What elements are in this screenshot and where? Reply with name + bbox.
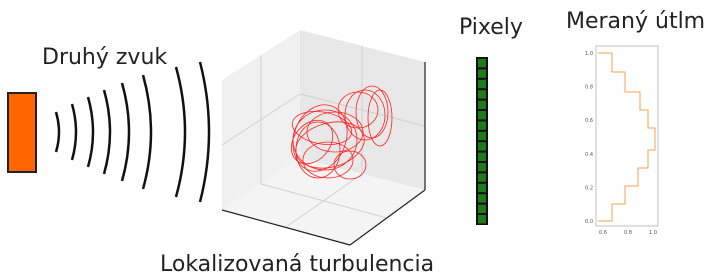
- pixel: [478, 163, 486, 171]
- pixel: [478, 121, 486, 129]
- pixel: [478, 173, 486, 181]
- pixel: [478, 80, 486, 88]
- pixel: [478, 132, 486, 140]
- pixel: [478, 153, 486, 161]
- pixel: [478, 184, 486, 192]
- x-tick-label: 0.6: [599, 230, 607, 236]
- page: {"labels": {"sound": "Druhý zvuk", "turb…: [0, 0, 721, 279]
- pixels-label: Pixely: [459, 15, 523, 40]
- sound-source: [8, 93, 36, 172]
- y-tick-label: 0.8: [585, 85, 593, 91]
- y-tick-label: 0.6: [585, 118, 593, 124]
- x-tick-label: 1.0: [649, 230, 657, 236]
- pixel: [478, 69, 486, 77]
- pixel: [478, 59, 486, 67]
- pixel-column: [476, 57, 488, 225]
- pixel: [478, 215, 486, 223]
- y-tick-label: 1.0: [585, 51, 593, 57]
- turbulence-label: Lokalizovaná turbulencia: [160, 252, 434, 277]
- y-tick-label: 0.4: [585, 152, 593, 158]
- x-tick-label: 0.8: [624, 230, 632, 236]
- sound-waves: [56, 62, 209, 202]
- attenuation-plot: [596, 46, 658, 226]
- cube-plot: [222, 30, 425, 245]
- pixel: [478, 142, 486, 150]
- diagram: Druhý zvuk Lokalizovaná turbulencia Pixe…: [0, 0, 721, 279]
- pixel: [478, 194, 486, 202]
- pixel: [478, 111, 486, 119]
- attenuation-label: Meraný útlm: [566, 9, 705, 34]
- pixel: [478, 90, 486, 98]
- y-tick-label: 0.0: [585, 219, 593, 225]
- pixel: [478, 101, 486, 109]
- pixel: [478, 205, 486, 213]
- sound-label: Druhý zvuk: [42, 45, 167, 70]
- y-tick-label: 0.2: [585, 185, 593, 191]
